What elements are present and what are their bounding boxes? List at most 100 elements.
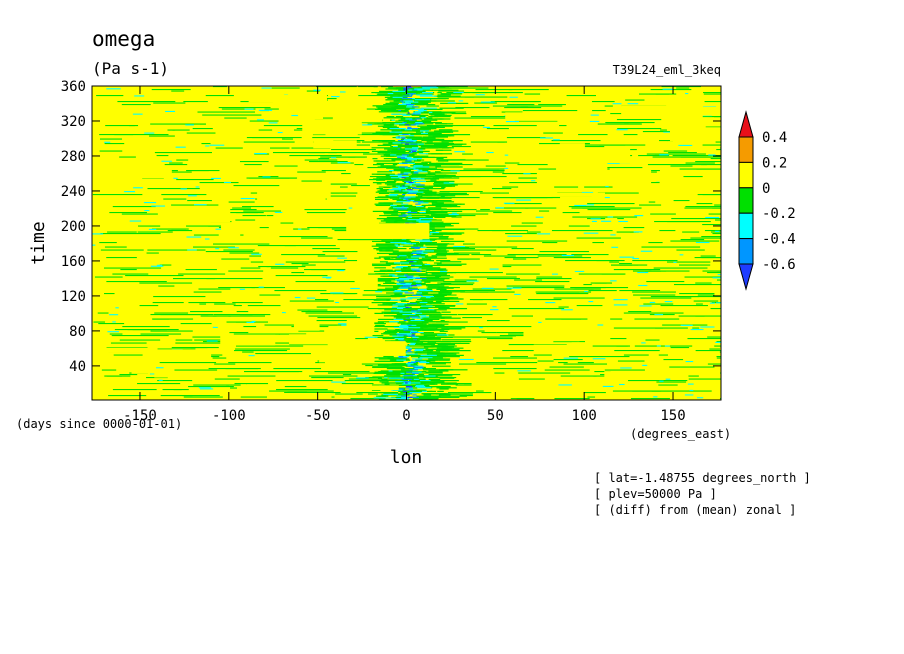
contour-streak bbox=[377, 125, 397, 127]
contour-streak bbox=[511, 315, 534, 317]
contour-streak bbox=[94, 103, 122, 110]
contour-streak bbox=[409, 119, 415, 121]
contour-streak bbox=[313, 89, 321, 91]
contour-streak bbox=[592, 110, 606, 112]
contour-streak bbox=[688, 378, 721, 380]
contour-streak bbox=[411, 141, 416, 143]
contour-streak bbox=[670, 240, 720, 242]
contour-streak bbox=[398, 119, 417, 121]
contour-streak bbox=[415, 381, 445, 383]
contour-streak bbox=[371, 302, 395, 304]
contour-streak bbox=[376, 162, 403, 164]
contour-streak bbox=[522, 110, 578, 112]
contour-streak bbox=[553, 359, 583, 361]
contour-streak bbox=[396, 314, 407, 316]
contour-streak bbox=[354, 275, 378, 288]
contour-streak bbox=[411, 178, 425, 180]
contour-streak bbox=[714, 345, 721, 347]
contour-streak bbox=[394, 269, 413, 271]
contour-streak bbox=[422, 299, 444, 301]
contour-streak bbox=[194, 339, 223, 341]
contour-streak bbox=[446, 383, 492, 385]
contour-streak bbox=[414, 111, 424, 113]
contour-streak bbox=[411, 197, 440, 199]
contour-streak bbox=[419, 95, 437, 97]
contour-streak bbox=[390, 205, 395, 207]
contour-streak bbox=[430, 225, 452, 227]
contour-streak bbox=[418, 153, 429, 155]
contour-streak bbox=[536, 278, 572, 280]
contour-streak bbox=[374, 328, 388, 330]
contour-streak bbox=[394, 267, 404, 269]
contour-streak bbox=[438, 129, 453, 131]
contour-streak bbox=[401, 395, 406, 397]
contour-streak bbox=[243, 141, 295, 143]
contour-streak bbox=[432, 135, 445, 137]
contour-streak bbox=[517, 378, 545, 380]
contour-streak bbox=[372, 105, 403, 107]
contour-streak bbox=[716, 149, 721, 151]
contour-streak bbox=[407, 375, 435, 377]
contour-streak bbox=[448, 213, 459, 216]
contour-streak bbox=[379, 202, 403, 204]
contour-streak bbox=[301, 264, 316, 266]
contour-streak bbox=[401, 140, 417, 142]
colorbar-bottom-arrow bbox=[738, 263, 754, 291]
contour-streak bbox=[708, 154, 716, 156]
contour-streak bbox=[407, 155, 429, 157]
contour-streak bbox=[551, 230, 613, 232]
contour-streak bbox=[506, 137, 546, 139]
contour-streak bbox=[420, 117, 427, 119]
contour-streak bbox=[393, 179, 409, 181]
contour-streak bbox=[414, 360, 421, 362]
contour-streak bbox=[173, 389, 189, 391]
contour-streak bbox=[349, 326, 400, 328]
contour-streak bbox=[650, 213, 676, 215]
contour-streak bbox=[420, 107, 437, 109]
contour-streak bbox=[419, 212, 426, 214]
contour-streak bbox=[407, 327, 421, 329]
contour-streak bbox=[678, 144, 693, 146]
contour-streak bbox=[679, 293, 721, 295]
contour-streak bbox=[577, 330, 611, 342]
contour-streak bbox=[150, 314, 209, 316]
contour-streak bbox=[476, 390, 484, 392]
contour-streak bbox=[416, 292, 423, 294]
contour-streak bbox=[423, 129, 432, 131]
contour-streak bbox=[375, 108, 397, 110]
contour-streak bbox=[412, 329, 435, 331]
contour-streak bbox=[507, 235, 523, 237]
contour-streak bbox=[715, 219, 721, 221]
contour-streak bbox=[480, 101, 495, 103]
contour-streak bbox=[486, 128, 509, 130]
contour-streak bbox=[558, 306, 569, 308]
contour-streak bbox=[403, 382, 421, 384]
contour-streak bbox=[411, 317, 423, 319]
contour-streak bbox=[506, 273, 540, 275]
contour-streak bbox=[406, 189, 413, 191]
contour-streak bbox=[402, 368, 417, 370]
contour-streak bbox=[174, 369, 218, 371]
contour-streak bbox=[425, 297, 431, 299]
contour-streak bbox=[436, 381, 444, 383]
contour-streak bbox=[692, 327, 700, 329]
contour-streak bbox=[371, 263, 396, 265]
contour-streak bbox=[408, 318, 415, 320]
contour-streak bbox=[339, 186, 348, 188]
contour-streak bbox=[391, 149, 412, 151]
contour-streak bbox=[400, 100, 403, 102]
contour-streak bbox=[408, 288, 418, 290]
contour-streak bbox=[418, 149, 423, 151]
contour-streak bbox=[406, 209, 429, 211]
contour-streak bbox=[119, 339, 161, 341]
contour-streak bbox=[104, 246, 127, 248]
contour-streak bbox=[380, 165, 396, 167]
contour-streak bbox=[109, 314, 119, 316]
contour-streak bbox=[408, 321, 435, 323]
contour-streak bbox=[382, 126, 399, 128]
contour-streak bbox=[687, 383, 694, 385]
contour-streak bbox=[439, 388, 449, 390]
contour-streak bbox=[416, 254, 426, 256]
contour-streak bbox=[92, 166, 172, 179]
contour-streak bbox=[291, 147, 331, 149]
